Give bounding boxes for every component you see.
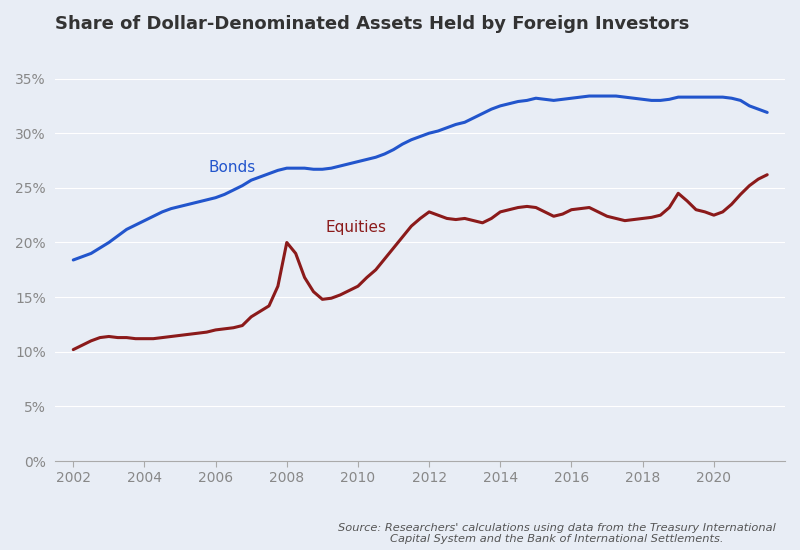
Text: Share of Dollar-Denominated Assets Held by Foreign Investors: Share of Dollar-Denominated Assets Held … xyxy=(55,15,690,33)
Text: Bonds: Bonds xyxy=(209,160,256,175)
Text: Equities: Equities xyxy=(326,220,387,235)
Text: Source: Researchers' calculations using data from the Treasury International
Cap: Source: Researchers' calculations using … xyxy=(338,523,776,544)
